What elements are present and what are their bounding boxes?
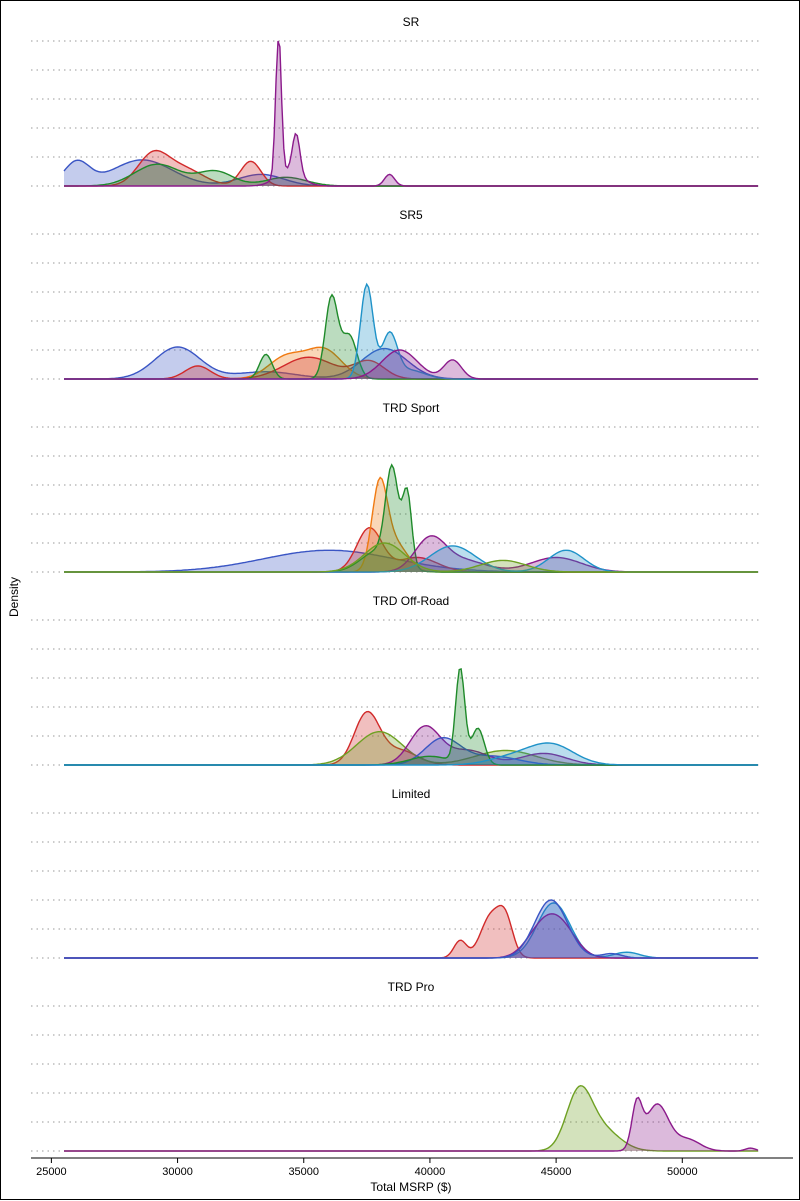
density-line-teal [64, 742, 758, 766]
density-area-purple [64, 350, 758, 379]
density-area-teal [64, 743, 758, 765]
panel-title: TRD Off-Road [373, 594, 449, 608]
density-area-blue [64, 550, 758, 572]
x-tick-label: 30000 [162, 1166, 193, 1178]
density-line-blue [64, 899, 758, 959]
panel-title: SR5 [399, 208, 423, 222]
panel-limited: Limited [31, 787, 761, 959]
density-area-red [64, 150, 758, 186]
density-area-red [64, 905, 758, 958]
density-line-teal [64, 902, 758, 959]
panel-sr: SR [31, 15, 761, 187]
density-area-lime [64, 1085, 758, 1151]
density-area-green [64, 164, 758, 186]
density-area-purple [64, 535, 758, 572]
density-area-blue [64, 347, 758, 379]
density-line-purple [64, 913, 758, 959]
density-line-purple [64, 40, 758, 187]
panel-trd-sport: TRD Sport [31, 401, 761, 573]
density-area-lime [64, 731, 758, 765]
x-tick-label: 40000 [415, 1166, 446, 1178]
panel-trd-pro: TRD Pro [31, 980, 761, 1152]
density-line-purple [64, 1096, 759, 1152]
panel-sr5: SR5 [31, 208, 761, 380]
density-area-red [64, 711, 758, 765]
panel-title: TRD Sport [383, 401, 440, 415]
panels-group: SR SR5 TRD Sport TRD Off-Road Limited TRD Pro [31, 15, 761, 1152]
panel-title: Limited [392, 787, 431, 801]
x-tick-label: 35000 [288, 1166, 319, 1178]
y-axis-label: Density [7, 577, 21, 617]
x-axis-label: Total MSRP ($) [370, 1180, 451, 1194]
x-tick-label: 50000 [667, 1166, 698, 1178]
density-area-red [64, 357, 758, 379]
panel-title: SR [403, 15, 420, 29]
density-area-purple [64, 725, 758, 765]
density-line-purple [64, 349, 758, 380]
density-area-teal [64, 545, 758, 572]
density-area-red [64, 527, 758, 572]
x-ticks-group: 25000 30000 35000 40000 45000 50000 [36, 1158, 698, 1178]
density-area-teal [64, 902, 758, 958]
x-tick-label: 45000 [541, 1166, 572, 1178]
density-area-purple [64, 1097, 758, 1151]
density-area-purple [64, 913, 758, 958]
panel-trd-off-road: TRD Off-Road [31, 594, 761, 766]
density-line-lime [64, 542, 758, 573]
density-line-red [64, 904, 758, 959]
density-area-lime [64, 543, 758, 572]
x-tick-label: 25000 [36, 1166, 67, 1178]
panel-title: TRD Pro [388, 980, 435, 994]
